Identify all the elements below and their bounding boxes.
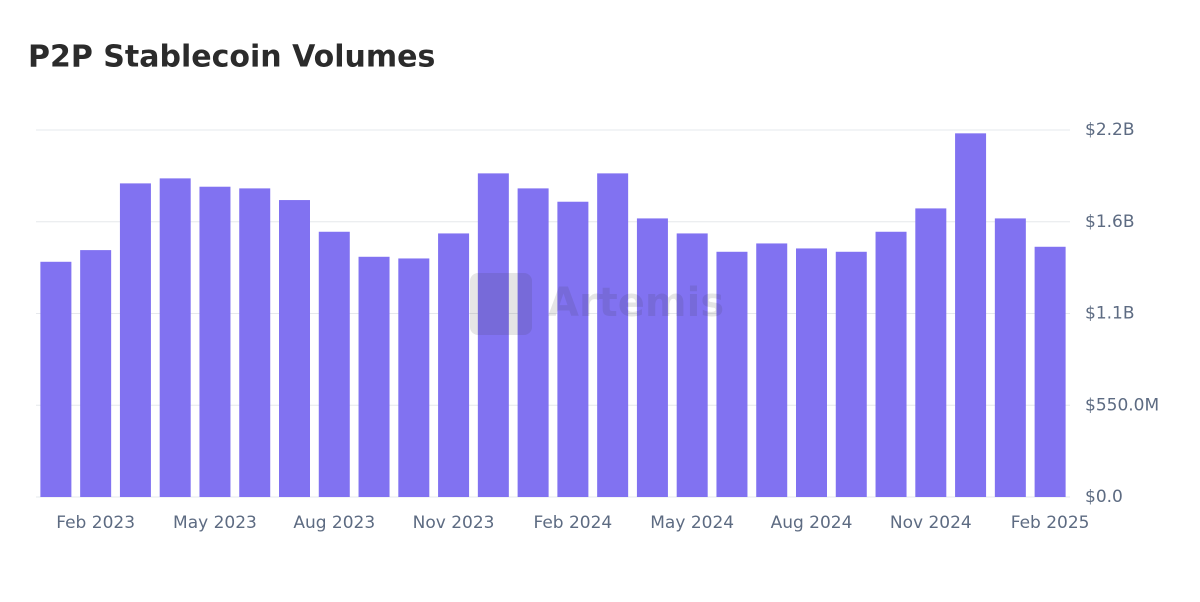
y-tick-label: $550.0M (1085, 395, 1159, 415)
bar (80, 250, 112, 497)
bar (597, 173, 629, 497)
x-tick-label: Nov 2024 (890, 513, 972, 533)
x-tick-label: Feb 2023 (56, 513, 135, 533)
bar (279, 200, 310, 497)
bar (239, 188, 271, 498)
chart-title: P2P Stablecoin Volumes (28, 40, 435, 75)
bar (40, 261, 72, 497)
bar (477, 173, 509, 497)
bar (676, 233, 708, 497)
bar (438, 233, 470, 497)
bar (875, 231, 907, 497)
bar (796, 248, 827, 497)
bar (994, 218, 1026, 497)
watermark-logo (470, 273, 532, 335)
bar (517, 188, 549, 498)
watermark-text: Artemis (548, 280, 724, 326)
x-tick-label: Aug 2023 (293, 513, 375, 533)
bar (835, 251, 867, 497)
watermark: Artemis (470, 273, 724, 335)
bar (756, 243, 788, 497)
x-tick-label: May 2024 (650, 513, 734, 533)
bar (915, 208, 947, 497)
bar (636, 218, 668, 497)
bar (358, 256, 390, 497)
bar (1034, 246, 1066, 497)
x-tick-label: May 2023 (173, 513, 257, 533)
bar (159, 178, 191, 498)
bar (955, 133, 987, 497)
x-tick-label: Feb 2024 (533, 513, 612, 533)
y-tick-label: $1.6B (1085, 212, 1135, 232)
x-tick-label: Nov 2023 (413, 513, 495, 533)
x-tick-label: Feb 2025 (1011, 513, 1090, 533)
bar (119, 183, 151, 497)
bar (398, 258, 430, 497)
y-tick-label: $0.0 (1085, 487, 1123, 507)
bar (557, 201, 589, 497)
bar (318, 231, 350, 497)
bar (716, 251, 748, 497)
x-tick-label: Aug 2024 (771, 513, 853, 533)
bar (199, 186, 231, 497)
y-tick-label: $1.1B (1085, 304, 1135, 324)
y-tick-label: $2.2B (1085, 120, 1135, 140)
